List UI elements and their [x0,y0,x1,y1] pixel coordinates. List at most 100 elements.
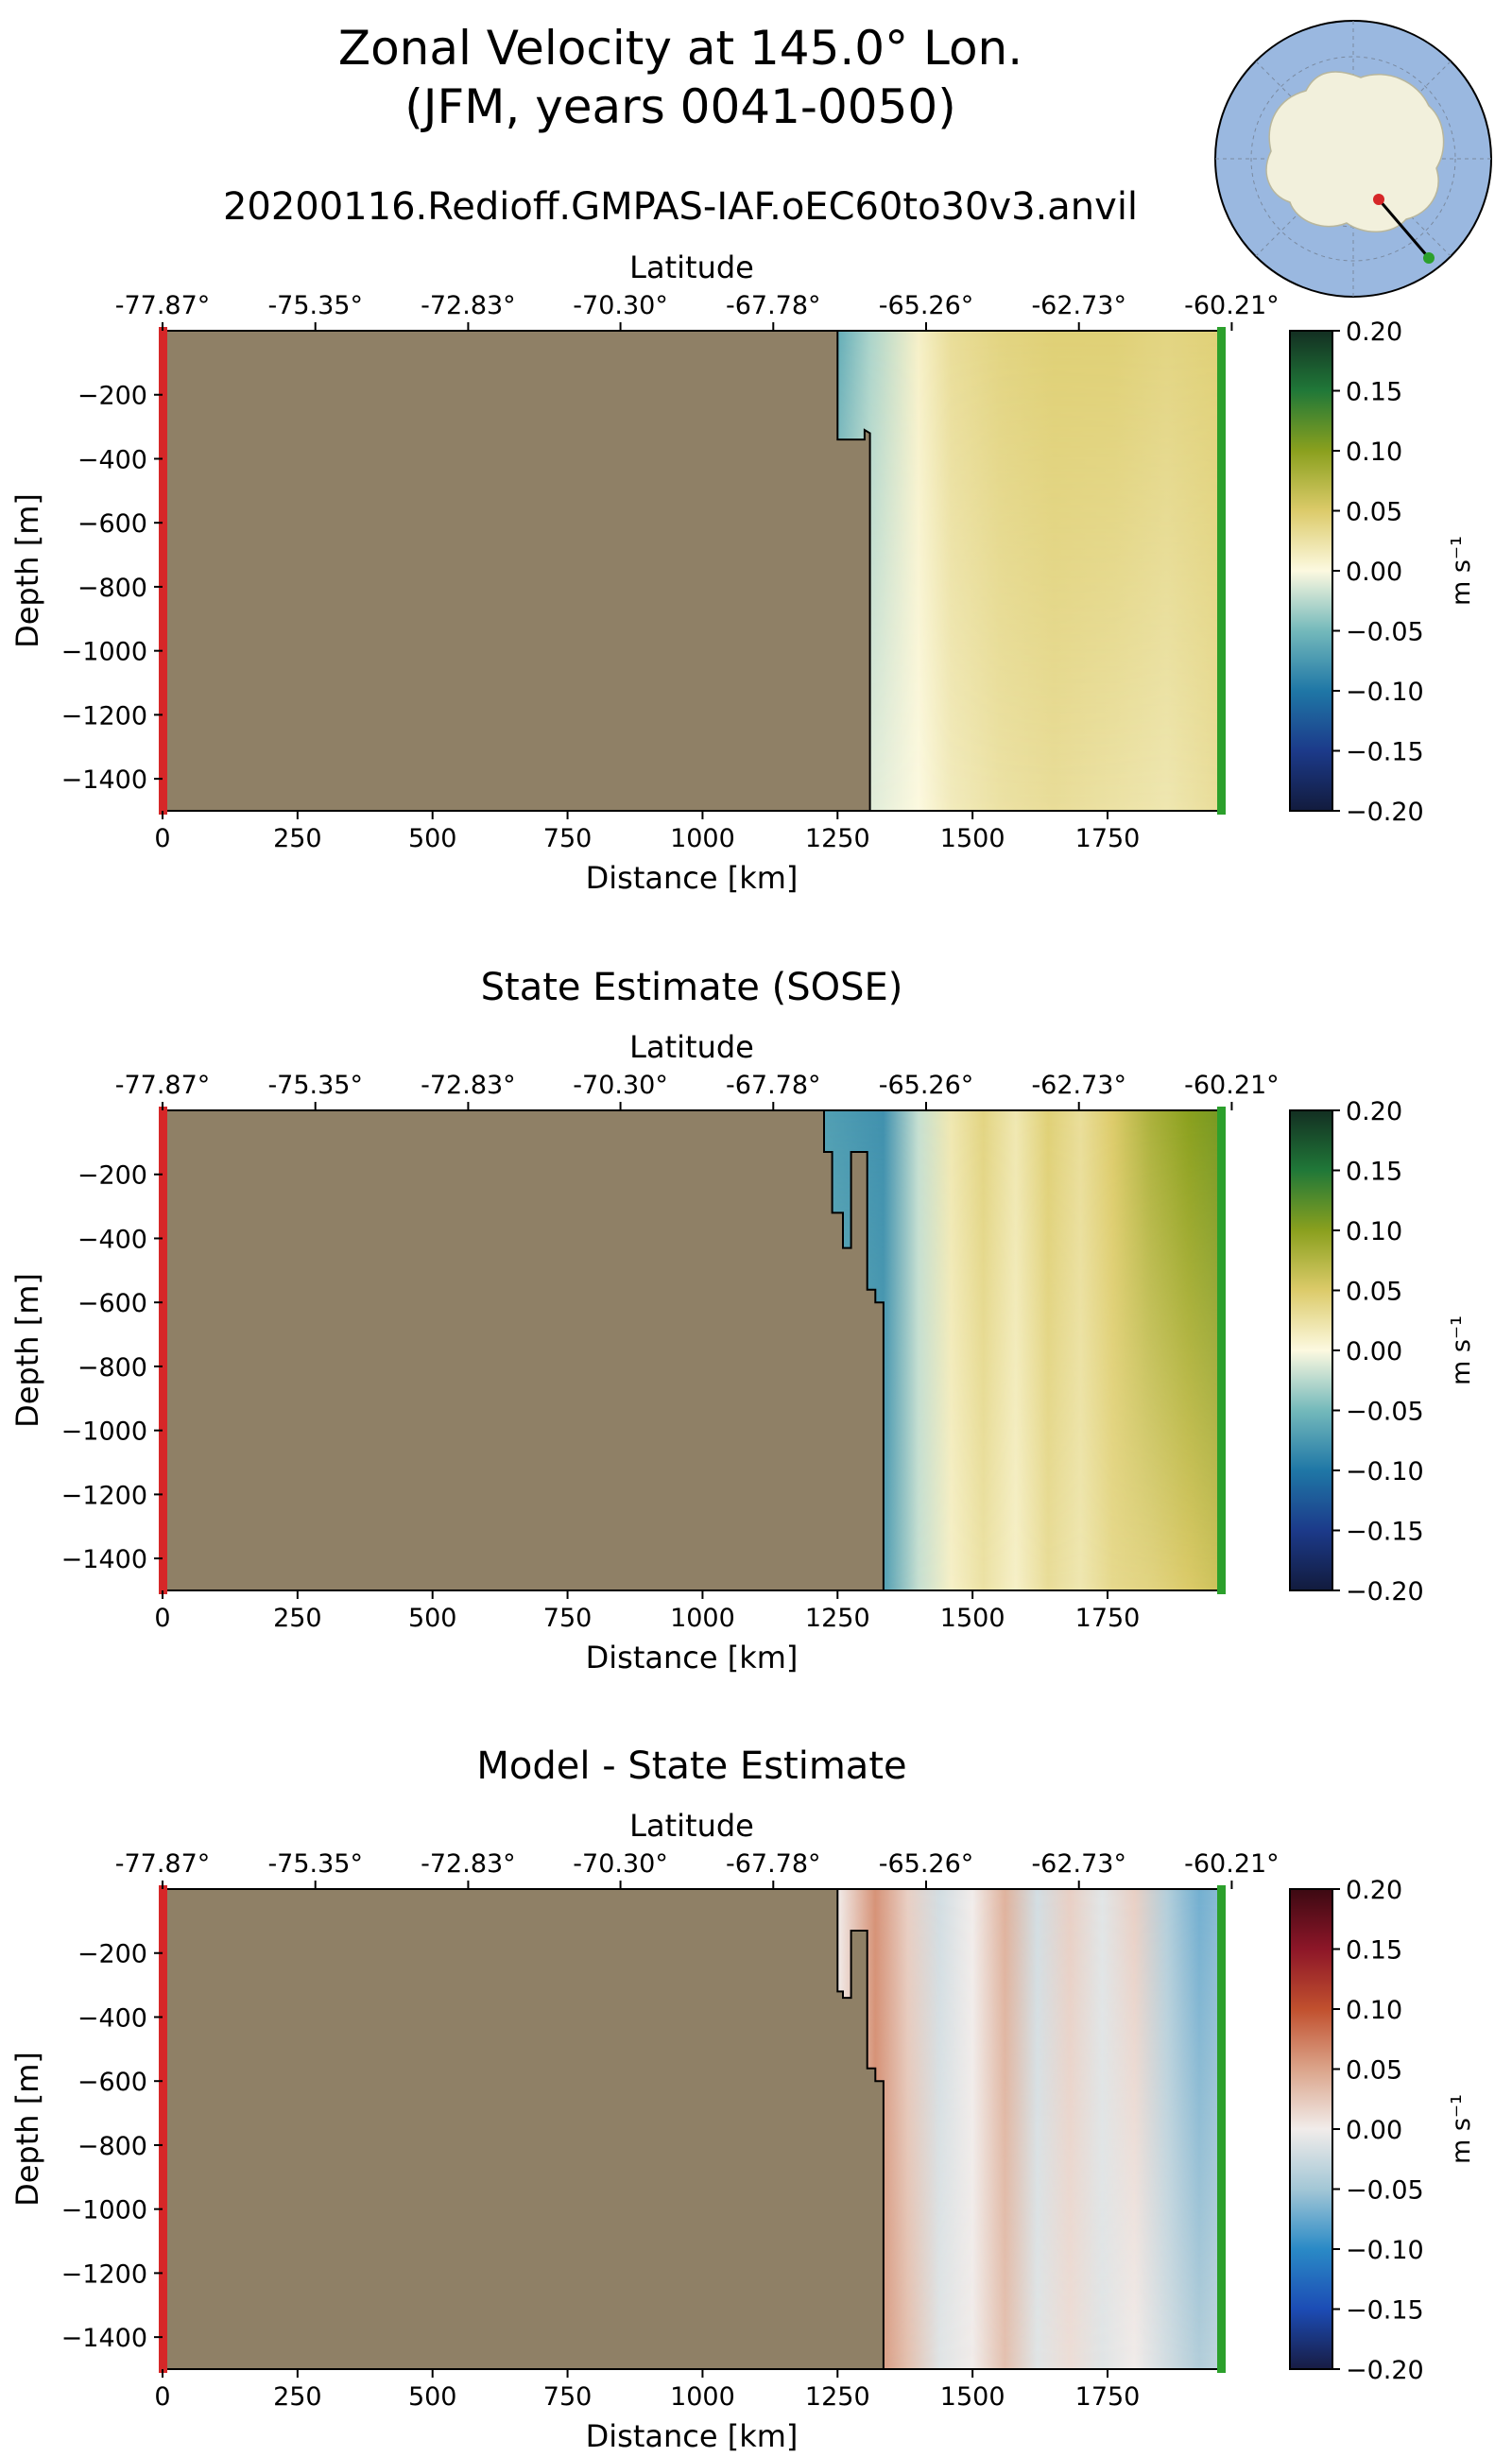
colorbar-tick-label: 0.00 [1346,2116,1402,2145]
x-tick-label: 0 [154,1604,170,1633]
y-tick-label: −1400 [61,765,147,795]
colorbar-label: m s⁻¹ [1447,536,1476,606]
land-mask [163,331,871,811]
x-tick-label: 1000 [670,824,735,853]
x-axis-label: Distance [km] [586,1640,799,1675]
colorbar-tick-label: 0.20 [1346,1097,1402,1126]
colorbar-tick-label: −0.05 [1346,2176,1424,2206]
lat-tick-label: -77.87° [115,1071,211,1100]
lat-tick-label: -65.26° [879,1071,974,1100]
y-axis-label: Depth [m] [9,493,45,648]
colorbar-label: m s⁻¹ [1447,2094,1476,2164]
colorbar-tick-label: −0.05 [1346,1398,1424,1427]
colorbar-gradient [1289,330,1333,812]
x-tick-label: 250 [273,1604,322,1633]
panel-title: State Estimate (SOSE) [481,966,903,1009]
colorbar-tick-label: −0.10 [1346,2236,1424,2265]
figure-title-line2: (JFM, years 0041-0050) [404,79,955,134]
colorbar-tick-label: −0.15 [1346,738,1424,767]
x-tick-label: 750 [543,824,593,853]
colorbar-tick-label: 0.15 [1346,1158,1402,1187]
velocity-field-surface [837,331,1221,811]
x-tick-label: 1250 [805,2382,870,2412]
top-axis-label: Latitude [629,249,754,285]
x-tick-label: 250 [273,2382,322,2412]
lat-tick-label: -77.87° [115,291,211,320]
lat-tick-label: -70.30° [573,1849,668,1879]
lat-tick-label: -65.26° [879,1849,974,1879]
colorbar-tick-label: 0.10 [1346,1217,1402,1246]
transect-end-marker [1217,327,1226,815]
colorbar-label: m s⁻¹ [1447,1315,1476,1385]
x-tick-label: 500 [408,1604,457,1633]
colorbar: 0.20 0.15 0.10 0.05 0.00 −0.05 −0.10 −0.15 −0.20… [1289,318,1476,827]
colorbar-tick-label: −0.10 [1346,1457,1424,1486]
lat-tick-label: -62.73° [1031,1849,1126,1879]
colorbar-tick-label: 0.00 [1346,558,1402,587]
x-tick-label: 0 [154,2382,170,2412]
lat-tick-label: -70.30° [573,1071,668,1100]
transect-start-marker [159,1885,167,2373]
transect-end-dot [1423,252,1435,264]
lat-tick-label: -72.83° [421,1071,516,1100]
y-tick-label: −200 [77,382,147,411]
y-tick-label: −200 [77,1161,147,1191]
x-tick-label: 1250 [805,824,870,853]
lat-tick-label: -60.21° [1184,1849,1280,1879]
velocity-field [837,331,1221,811]
lat-tick-label: -72.83° [421,291,516,320]
y-axis-label: Depth [m] [9,2052,45,2207]
x-tick-label: 1750 [1075,2382,1141,2412]
x-tick-label: 0 [154,824,170,853]
y-tick-label: −1000 [61,1418,147,1447]
panel-title: Model - State Estimate [476,1744,906,1788]
land-mask [163,1110,885,1590]
colorbar-tick-label: 0.15 [1346,378,1402,407]
colorbar-tick-label: −0.20 [1346,2356,1424,2385]
x-tick-label: 1500 [940,824,1005,853]
y-tick-label: −1400 [61,2324,147,2353]
transect-start-dot [1373,194,1384,205]
panels: 0 250 500 750 1000 1250 1500 1750 Distance [km] -… [9,249,1476,2454]
y-tick-label: −1200 [61,2259,147,2289]
y-tick-label: −200 [77,1940,147,1969]
colorbar-tick-label: 0.05 [1346,1278,1402,1307]
velocity-field-surface [837,1889,1221,2369]
figure-title-line1: Zonal Velocity at 145.0° Lon. [338,21,1022,76]
colorbar-tick-label: −0.20 [1346,1577,1424,1606]
colorbar-tick-label: −0.10 [1346,678,1424,707]
y-tick-label: −400 [77,1225,147,1254]
transect-end-marker [1217,1885,1226,2373]
land-mask [163,1889,885,2369]
y-tick-label: −1200 [61,1481,147,1510]
colorbar-tick-label: −0.15 [1346,1518,1424,1547]
figure-subtitle: 20200116.Redioff.GMPAS-IAF.oEC60to30v3.a… [223,185,1138,229]
lat-tick-label: -62.73° [1031,1071,1126,1100]
lat-tick-label: -77.87° [115,1849,211,1879]
x-axis-label: Distance [km] [586,860,799,896]
y-tick-label: −800 [77,574,147,603]
panel-2: State Estimate (SOSE) 0 250 500 750 1000 1250 1… [9,966,1476,1675]
lat-tick-label: -67.78° [726,291,821,320]
panel-1: 0 250 500 750 1000 1250 1500 1750 Distance [km] -… [9,249,1476,896]
x-tick-label: 1750 [1075,824,1141,853]
lat-tick-label: -62.73° [1031,291,1126,320]
colorbar-tick-label: 0.05 [1346,498,1402,527]
x-tick-label: 1250 [805,1604,870,1633]
transect-start-marker [159,327,167,815]
top-axis-label: Latitude [629,1029,754,1065]
colorbar-tick-label: 0.10 [1346,1996,1402,2025]
colorbar: 0.20 0.15 0.10 0.05 0.00 −0.05 −0.10 −0.15 −0.20… [1289,1876,1476,2385]
lat-tick-label: -60.21° [1184,1071,1280,1100]
lat-tick-label: -67.78° [726,1849,821,1879]
x-tick-label: 500 [408,2382,457,2412]
y-tick-label: −800 [77,1353,147,1383]
colorbar-gradient [1289,1109,1333,1591]
colorbar-gradient [1289,1888,1333,2370]
colorbar-tick-label: −0.05 [1346,618,1424,647]
y-tick-label: −1200 [61,701,147,730]
y-axis-label: Depth [m] [9,1273,45,1428]
x-tick-label: 750 [543,1604,593,1633]
x-tick-label: 250 [273,824,322,853]
colorbar-tick-label: −0.15 [1346,2296,1424,2326]
